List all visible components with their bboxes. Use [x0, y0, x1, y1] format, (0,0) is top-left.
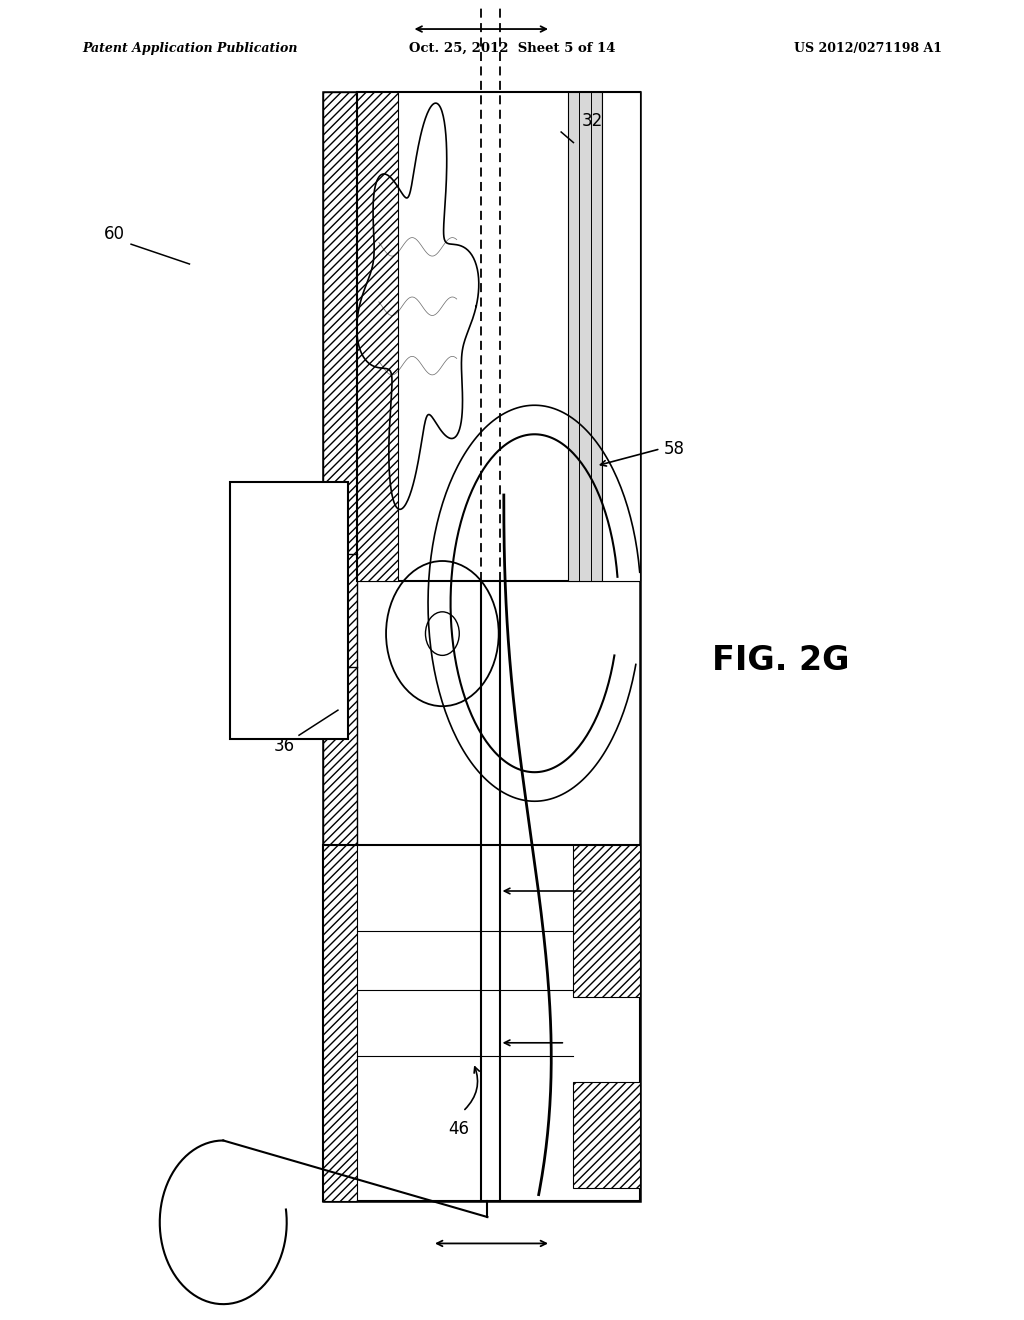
Bar — [357, 92, 398, 581]
Text: FIG. 2G: FIG. 2G — [712, 644, 849, 676]
Bar — [323, 92, 357, 1201]
Text: 46: 46 — [449, 1119, 470, 1138]
Bar — [602, 92, 640, 581]
Bar — [323, 92, 640, 1201]
Text: 32: 32 — [582, 112, 603, 131]
Text: US 2012/0271198 A1: US 2012/0271198 A1 — [794, 42, 942, 55]
Text: 60: 60 — [103, 224, 125, 243]
Text: Oct. 25, 2012  Sheet 5 of 14: Oct. 25, 2012 Sheet 5 of 14 — [409, 42, 615, 55]
Text: 36: 36 — [273, 737, 295, 755]
Bar — [568, 92, 602, 581]
Bar — [573, 1082, 640, 1188]
Bar — [323, 845, 640, 1201]
Bar — [323, 845, 357, 1201]
Bar — [573, 845, 640, 997]
Bar — [230, 482, 348, 739]
Text: 58: 58 — [664, 440, 685, 458]
Text: Patent Application Publication: Patent Application Publication — [82, 42, 297, 55]
Bar — [357, 92, 640, 581]
